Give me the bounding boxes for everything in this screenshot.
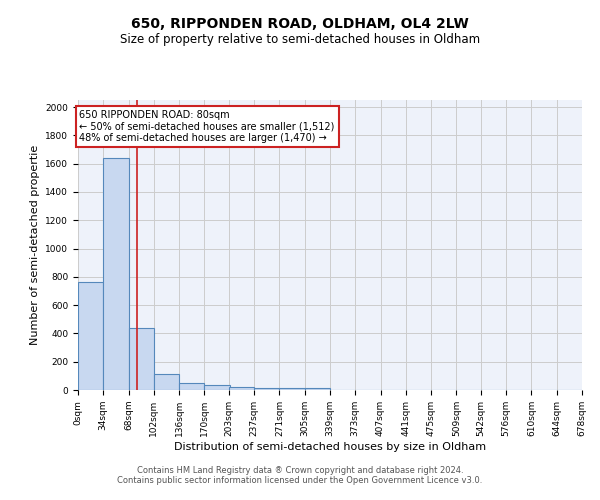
Bar bbox=[254, 388, 280, 390]
Bar bbox=[280, 388, 305, 390]
Text: 650, RIPPONDEN ROAD, OLDHAM, OL4 2LW: 650, RIPPONDEN ROAD, OLDHAM, OL4 2LW bbox=[131, 18, 469, 32]
Bar bbox=[305, 388, 330, 390]
Text: Contains HM Land Registry data ® Crown copyright and database right 2024.
Contai: Contains HM Land Registry data ® Crown c… bbox=[118, 466, 482, 485]
Bar bbox=[128, 328, 154, 390]
Bar bbox=[103, 158, 128, 390]
Bar bbox=[205, 386, 230, 390]
Text: Size of property relative to semi-detached houses in Oldham: Size of property relative to semi-detach… bbox=[120, 32, 480, 46]
Bar bbox=[179, 383, 205, 390]
X-axis label: Distribution of semi-detached houses by size in Oldham: Distribution of semi-detached houses by … bbox=[174, 442, 486, 452]
Bar bbox=[78, 282, 103, 390]
Text: 650 RIPPONDEN ROAD: 80sqm
← 50% of semi-detached houses are smaller (1,512)
48% : 650 RIPPONDEN ROAD: 80sqm ← 50% of semi-… bbox=[79, 110, 335, 143]
Y-axis label: Number of semi-detached propertie: Number of semi-detached propertie bbox=[30, 145, 40, 345]
Bar bbox=[229, 387, 254, 390]
Bar bbox=[154, 374, 179, 390]
